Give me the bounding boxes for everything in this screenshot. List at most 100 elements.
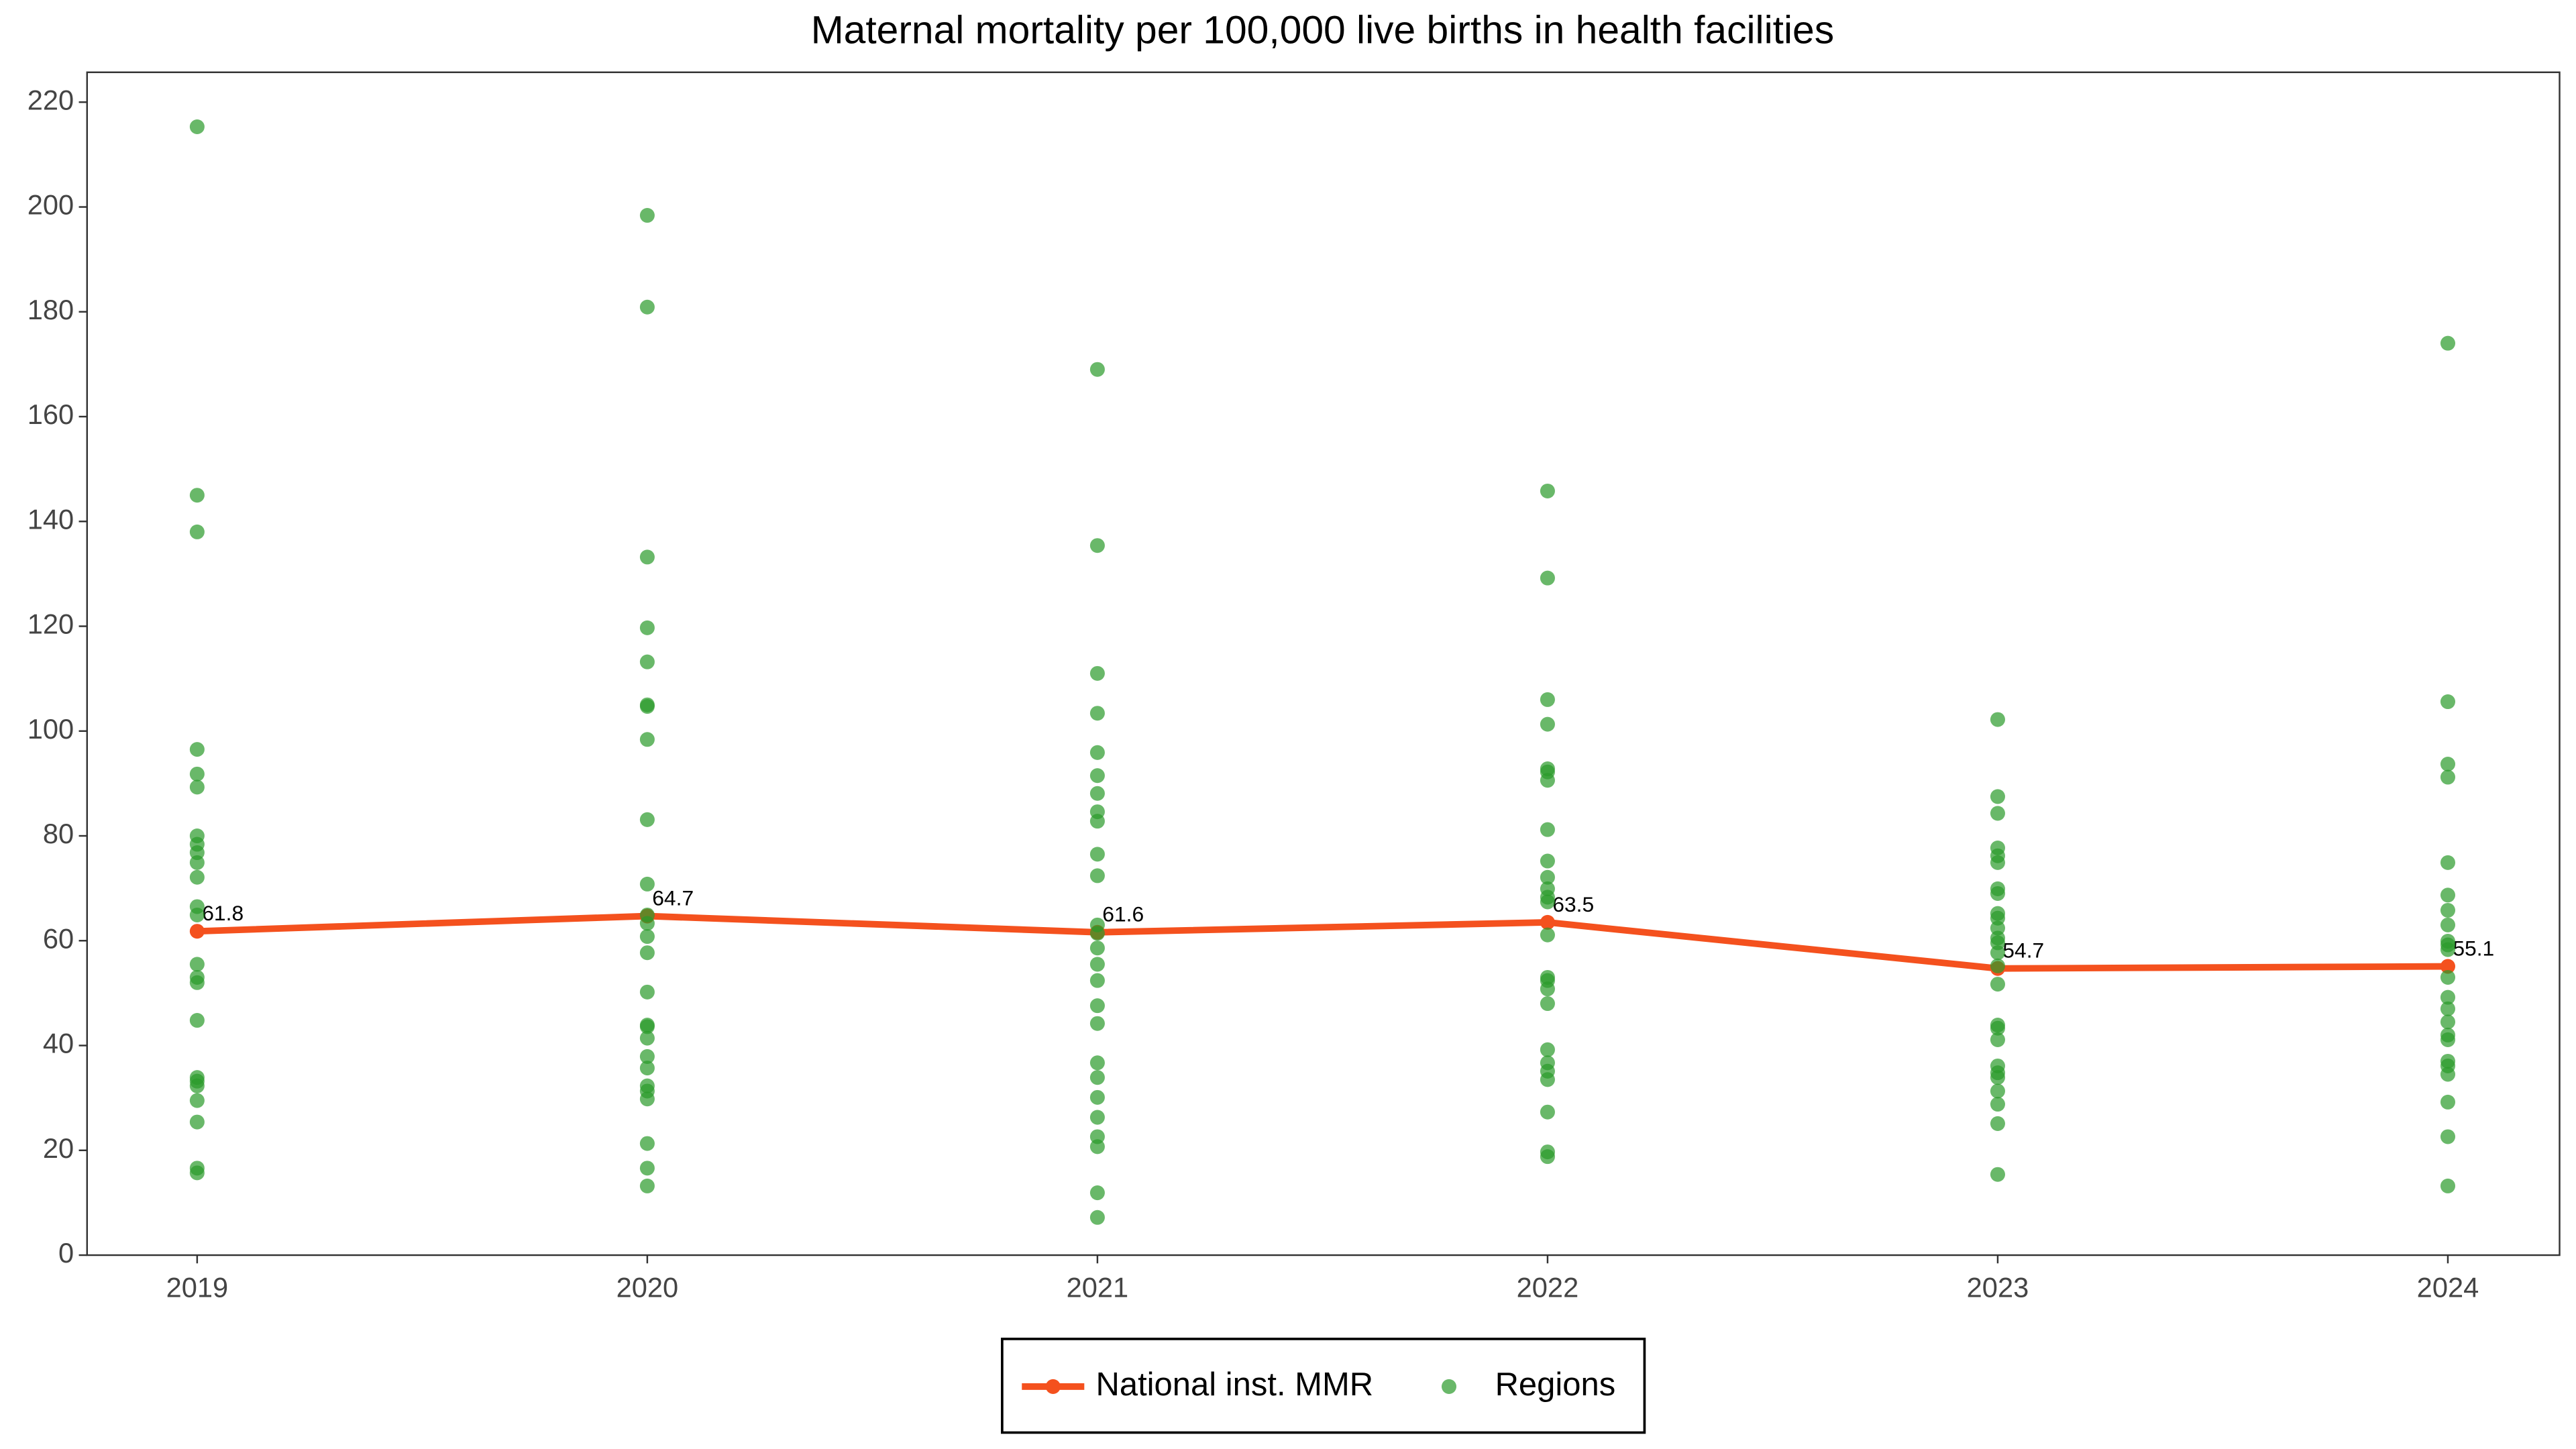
region-point bbox=[639, 812, 655, 827]
region-point bbox=[2440, 989, 2455, 1005]
region-point bbox=[2440, 1178, 2455, 1193]
region-point bbox=[1089, 1016, 1105, 1031]
region-point bbox=[1990, 885, 2005, 901]
region-point bbox=[639, 699, 655, 714]
region-point bbox=[639, 876, 655, 892]
region-point bbox=[189, 1165, 205, 1181]
region-point bbox=[1540, 1149, 1555, 1165]
region-point bbox=[1990, 855, 2005, 870]
region-point bbox=[1089, 847, 1105, 862]
x-tick-label: 2019 bbox=[166, 1271, 229, 1303]
region-point bbox=[1089, 1139, 1105, 1155]
region-point bbox=[189, 1078, 205, 1093]
region-point bbox=[639, 1019, 655, 1034]
region-point bbox=[1540, 1042, 1555, 1057]
x-tick-label: 2021 bbox=[1067, 1271, 1129, 1303]
region-point bbox=[1089, 1089, 1105, 1105]
region-point bbox=[189, 855, 205, 870]
x-tick-label: 2020 bbox=[616, 1271, 679, 1303]
region-point bbox=[189, 766, 205, 782]
region-point bbox=[2440, 1067, 2455, 1082]
region-point bbox=[1990, 806, 2005, 821]
region-point bbox=[2440, 969, 2455, 985]
region-point bbox=[189, 742, 205, 757]
y-tick-label: 100 bbox=[28, 713, 74, 745]
region-point bbox=[639, 1161, 655, 1176]
region-point bbox=[1540, 822, 1555, 837]
region-point bbox=[2440, 1129, 2455, 1144]
legend-swatch-dot bbox=[1045, 1379, 1061, 1394]
chart-title: Maternal mortality per 100,000 live birt… bbox=[811, 9, 1834, 52]
region-point bbox=[2440, 902, 2455, 918]
y-tick-label: 180 bbox=[28, 294, 74, 325]
x-tick-label: 2022 bbox=[1517, 1271, 1579, 1303]
y-tick-label: 40 bbox=[43, 1028, 74, 1059]
region-point bbox=[189, 119, 205, 135]
region-point bbox=[2440, 1094, 2455, 1110]
region-point bbox=[2440, 942, 2455, 957]
region-point bbox=[1540, 1072, 1555, 1087]
region-point bbox=[639, 732, 655, 747]
region-point bbox=[1990, 1167, 2005, 1182]
region-point bbox=[639, 299, 655, 315]
legend-box bbox=[1001, 1338, 1646, 1434]
region-point bbox=[2440, 694, 2455, 710]
region-point bbox=[2440, 335, 2455, 351]
region-point bbox=[1990, 1097, 2005, 1112]
region-point bbox=[1540, 716, 1555, 732]
region-point bbox=[1540, 483, 1555, 498]
region-point bbox=[189, 780, 205, 795]
y-tick-label: 220 bbox=[28, 84, 74, 115]
region-point bbox=[1089, 957, 1105, 972]
region-point bbox=[1540, 853, 1555, 869]
region-point bbox=[1089, 926, 1105, 941]
region-point bbox=[1990, 1070, 2005, 1085]
data-label: 55.1 bbox=[2453, 936, 2494, 960]
region-point bbox=[639, 916, 655, 931]
region-point bbox=[1089, 706, 1105, 721]
region-point bbox=[1540, 570, 1555, 586]
region-point bbox=[1540, 1104, 1555, 1120]
region-point bbox=[189, 524, 205, 539]
region-point bbox=[1990, 958, 2005, 973]
region-point bbox=[639, 929, 655, 945]
y-tick-label: 0 bbox=[58, 1237, 74, 1269]
region-point bbox=[1990, 945, 2005, 961]
region-point bbox=[1089, 868, 1105, 883]
region-point bbox=[1089, 941, 1105, 956]
region-point bbox=[639, 1136, 655, 1151]
region-point bbox=[189, 975, 205, 990]
data-label: 61.6 bbox=[1102, 902, 1144, 926]
region-point bbox=[1990, 1116, 2005, 1131]
data-label: 54.7 bbox=[2002, 938, 2044, 963]
region-point bbox=[639, 654, 655, 669]
region-point bbox=[189, 1114, 205, 1130]
region-point bbox=[639, 208, 655, 223]
region-point bbox=[189, 957, 205, 972]
legend-label: Regions bbox=[1495, 1366, 1616, 1403]
region-point bbox=[1540, 692, 1555, 707]
y-tick-label: 80 bbox=[43, 818, 74, 849]
region-point bbox=[2440, 917, 2455, 932]
y-tick-label: 120 bbox=[28, 608, 74, 640]
x-tick-label: 2024 bbox=[2417, 1271, 2479, 1303]
y-tick-label: 20 bbox=[43, 1132, 74, 1164]
y-tick-label: 60 bbox=[43, 922, 74, 954]
legend-label: National inst. MMR bbox=[1095, 1366, 1373, 1403]
region-point bbox=[1990, 1032, 2005, 1047]
region-point bbox=[189, 488, 205, 503]
region-point bbox=[1990, 977, 2005, 992]
region-point bbox=[189, 907, 205, 923]
region-point bbox=[1540, 927, 1555, 943]
region-point bbox=[639, 1091, 655, 1107]
region-point bbox=[1089, 1210, 1105, 1225]
region-point bbox=[1089, 362, 1105, 377]
region-point bbox=[639, 549, 655, 565]
region-point bbox=[639, 984, 655, 1000]
region-point bbox=[1089, 814, 1105, 829]
region-point bbox=[2440, 888, 2455, 903]
region-point bbox=[1540, 773, 1555, 788]
region-point bbox=[639, 945, 655, 961]
